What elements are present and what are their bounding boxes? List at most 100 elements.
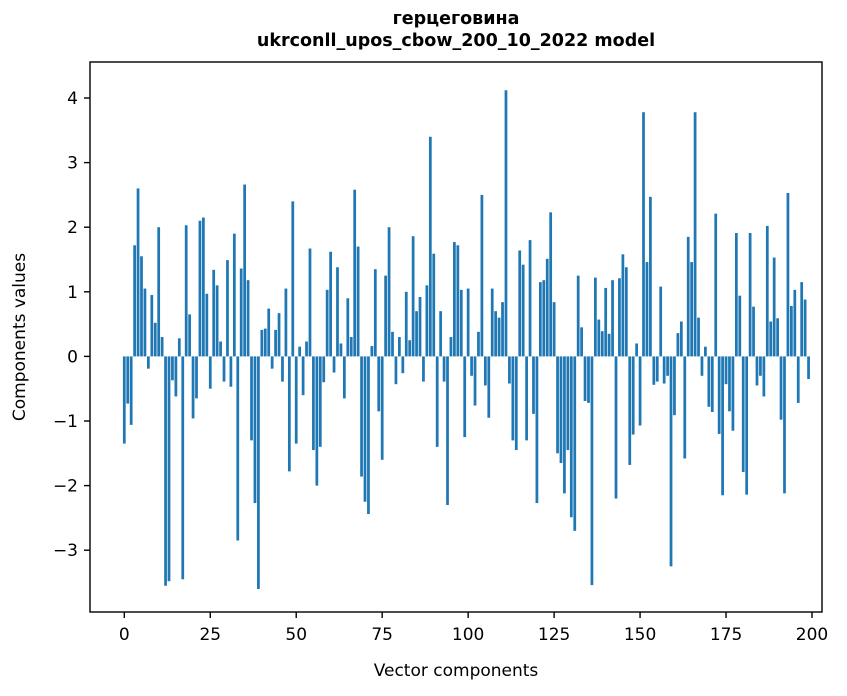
bar: [714, 213, 718, 357]
bar: [432, 253, 436, 357]
bar: [243, 184, 247, 357]
bars-group: [122, 90, 810, 589]
y-axis-ticks: −3 −2 −1 0 1 2 3 4: [53, 89, 90, 561]
bar: [267, 308, 271, 357]
bar: [246, 280, 250, 357]
bar: [394, 356, 398, 385]
bar: [514, 356, 518, 451]
bar: [600, 331, 604, 357]
bar: [336, 267, 339, 357]
bar: [453, 242, 456, 357]
bar: [129, 356, 133, 425]
bar: [631, 356, 635, 435]
plot-border: [89, 61, 823, 613]
y-tick-label: 2: [67, 218, 78, 238]
bar: [391, 331, 394, 357]
bar: [308, 248, 312, 357]
bar: [367, 356, 370, 515]
bar: [305, 341, 308, 357]
bar: [765, 225, 769, 357]
bar: [724, 356, 728, 385]
bar: [143, 288, 147, 357]
bar: [122, 356, 126, 444]
bar: [793, 289, 797, 357]
bar: [573, 356, 577, 531]
bar: [693, 112, 697, 357]
bar: [332, 356, 336, 373]
y-tick-label: −2: [53, 477, 78, 497]
bar: [494, 311, 498, 357]
bar: [501, 302, 504, 357]
bar: [483, 356, 487, 386]
bar: [232, 233, 236, 357]
bar: [669, 356, 673, 567]
bar: [769, 321, 773, 357]
bar: [594, 277, 597, 357]
bar: [459, 289, 463, 357]
bar: [690, 262, 694, 357]
bar: [704, 346, 707, 357]
bar: [745, 356, 749, 495]
bar: [160, 337, 164, 357]
x-tick-label: 0: [119, 625, 130, 645]
bar: [776, 318, 779, 357]
bar: [676, 333, 680, 357]
bar: [380, 356, 384, 460]
bar: [597, 319, 601, 357]
bar: [700, 356, 704, 376]
bar: [480, 194, 484, 357]
bar: [679, 321, 683, 357]
bar: [449, 337, 453, 357]
bar: [649, 196, 652, 357]
y-tick-label: 1: [67, 283, 78, 303]
y-tick-label: −1: [53, 412, 78, 432]
bar: [202, 217, 205, 357]
bar: [140, 256, 143, 357]
bar: [146, 356, 150, 369]
bar: [556, 356, 559, 454]
x-axis-label: Vector components: [374, 661, 539, 681]
bar: [250, 356, 253, 441]
bar: [642, 112, 645, 357]
bar: [418, 296, 422, 357]
bar: [549, 212, 553, 357]
bar: [281, 356, 284, 382]
bar: [748, 233, 752, 357]
chart-title-line2: ukrconll_upos_cbow_200_10_2022 model: [257, 31, 655, 51]
bar: [710, 356, 714, 412]
bar: [312, 356, 315, 451]
bar: [628, 356, 632, 465]
bar: [552, 302, 556, 357]
bar: [415, 311, 418, 357]
bar: [157, 227, 161, 357]
bar: [569, 356, 573, 518]
bar: [697, 317, 700, 357]
bar: [325, 289, 329, 357]
bar: [580, 327, 583, 357]
bar: [614, 356, 618, 499]
bar: [253, 356, 257, 504]
bar: [188, 314, 192, 357]
bar: [353, 189, 357, 357]
bar: [638, 356, 642, 426]
x-axis-ticks: 0 25 50 75 100 125 150 175 200: [119, 612, 828, 645]
bar: [377, 356, 381, 412]
bar: [342, 356, 346, 399]
bar: [370, 346, 374, 357]
bar: [590, 356, 594, 586]
y-tick-label: 3: [67, 154, 78, 174]
bar: [762, 356, 766, 397]
bar: [518, 250, 522, 357]
x-tick-label: 150: [624, 625, 656, 645]
bar: [208, 356, 212, 389]
bar: [621, 254, 625, 357]
bar: [339, 343, 343, 357]
x-tick-label: 50: [285, 625, 307, 645]
bar: [215, 285, 219, 357]
bar: [734, 233, 738, 357]
bar: [538, 282, 542, 357]
bar: [728, 356, 731, 412]
bar: [425, 285, 429, 357]
bar: [212, 269, 216, 357]
bar: [360, 356, 363, 477]
